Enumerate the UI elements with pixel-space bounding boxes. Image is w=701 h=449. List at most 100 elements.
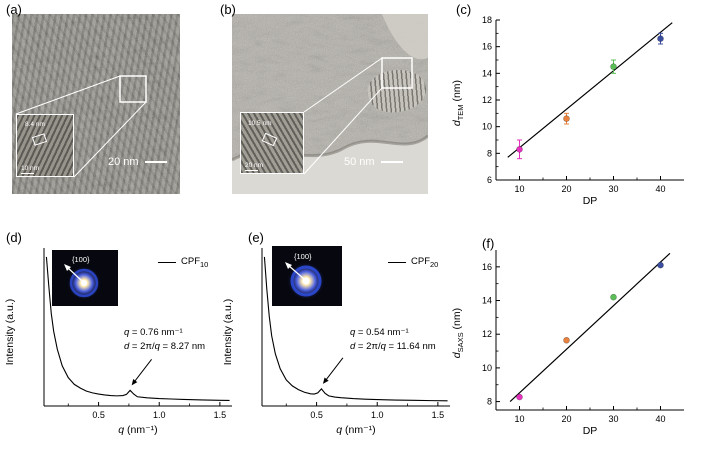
annotation-d: q = 0.76 nm⁻¹ d = 2π/q = 8.27 nm (124, 326, 205, 355)
svg-text:10: 10 (482, 122, 492, 132)
panel-d-ylabel: Intensity (a.u.) (4, 298, 16, 366)
svg-text:1.5: 1.5 (432, 410, 445, 420)
panel-c: (c) dTEM (nm) DP 10 20 30 40 6 8 10 12 14 16 18 (444, 0, 701, 220)
saxs-2d-pattern-d: {100} (52, 250, 118, 306)
inset-a-scalebar-label: 10 nm (21, 164, 40, 172)
svg-text:q (nm⁻¹): q (nm⁻¹) (118, 424, 157, 436)
inset-e-plane-label: {100} (294, 252, 312, 261)
inset-a-measure-label: 8.4 nm (25, 121, 45, 128)
svg-text:{100}: {100} (294, 252, 312, 261)
inset-b-measure-label: 10.5 nm (248, 120, 272, 127)
svg-text:10: 10 (514, 414, 524, 424)
panel-f-label: (f) (482, 236, 495, 251)
panel-e-ylabel: Intensity (a.u.) (222, 298, 234, 366)
scalebar-b-label: 50 nm (344, 156, 375, 168)
svg-text:8: 8 (487, 397, 492, 407)
panel-f-ylabel: dSAXS (nm) (450, 307, 466, 359)
annotation-d-dspacing: d = 2π/q = 8.27 nm (124, 341, 206, 353)
annotation-d-q: q = 0.76 nm⁻¹ (124, 327, 183, 338)
svg-text:16: 16 (482, 42, 492, 52)
svg-text:1.0: 1.0 (371, 410, 384, 420)
panel-d-xlabel-unit: (nm⁻¹) (124, 424, 158, 436)
panel-e-label: (e) (248, 230, 264, 245)
annotation-e-dspacing: d = 2π/q = 11.64 nm (350, 341, 436, 353)
svg-text:14: 14 (482, 296, 492, 306)
chart-f: DP 10 20 30 40 8 10 12 14 16 (482, 250, 684, 437)
panel-c-xlabel: DP (583, 195, 598, 207)
svg-text:30: 30 (608, 184, 618, 194)
panel-e-xlabel-var: q (336, 424, 342, 436)
svg-text:16: 16 (482, 262, 492, 272)
legend-d-line-icon (158, 261, 176, 263)
panel-e: (e) Intensity (a.u.) q (nm⁻¹) 0.5 1.0 1.5 … (218, 228, 458, 449)
roi-overlay-a (15, 75, 147, 178)
svg-text:12: 12 (482, 95, 492, 105)
tem-b-texture (232, 14, 428, 194)
svg-text:0.5: 0.5 (310, 410, 323, 420)
svg-text:18: 18 (482, 15, 492, 25)
panel-b-label: (b) (220, 2, 236, 17)
legend-e-label: CPF20 (411, 256, 439, 269)
scalebar-b-line (380, 160, 403, 164)
chart-c: DP 10 20 30 40 6 8 10 12 14 16 18 (482, 15, 684, 207)
inset-b-scalebar-label: 20 nm (245, 161, 264, 169)
legend-d: CPF10 (158, 256, 208, 269)
svg-text:14: 14 (482, 68, 492, 78)
tem-image-a: 8.4 nm 10 nm 20 nm (12, 14, 180, 194)
panel-f-xlabel: DP (583, 425, 598, 437)
inset-d-plane-label: {100} (72, 255, 90, 264)
svg-text:1.0: 1.0 (153, 410, 166, 420)
inset-a: 8.4 nm 10 nm (16, 114, 74, 177)
inset-a-texture (17, 115, 73, 176)
inset-b: 10.5 nm 20 nm (240, 112, 304, 174)
panel-b: (b) 10.5 nm 20 nm (218, 0, 444, 220)
svg-text:30: 30 (608, 414, 618, 424)
svg-text:1.5: 1.5 (214, 410, 227, 420)
svg-text:40: 40 (655, 414, 665, 424)
inset-d-arrow-icon (64, 264, 83, 282)
svg-text:20: 20 (561, 414, 571, 424)
chart-d: q (nm⁻¹) 0.5 1.0 1.5 (43, 248, 232, 436)
scalebar-a: 20 nm (108, 156, 167, 168)
inset-b-texture (241, 113, 303, 173)
panel-c-ylabel: dTEM (nm) (450, 79, 466, 127)
panel-a: (a) 8.4 nm 10 nm (0, 0, 218, 220)
panel-d-label: (d) (6, 230, 22, 245)
annotation-e-q: q = 0.54 nm⁻¹ (350, 327, 409, 338)
inset-b-scalebar: 20 nm (245, 161, 264, 171)
inset-b-scalebar-line (245, 169, 258, 171)
tem-a-texture (12, 14, 180, 194)
svg-text:10: 10 (482, 363, 492, 373)
inset-a-scalebar: 10 nm (21, 164, 40, 174)
saxs-2d-pattern-e: {100} (272, 246, 342, 306)
svg-text:40: 40 (655, 184, 665, 194)
inset-e-arrow-icon (285, 262, 305, 280)
panel-c-label: (c) (456, 2, 472, 17)
roi-overlay-b (303, 57, 413, 175)
svg-text:20: 20 (561, 184, 571, 194)
scalebar-a-label: 20 nm (108, 156, 139, 168)
panel-d: (d) Intensity (a.u.) q (nm⁻¹) 0.5 1.0 1.5 … (0, 228, 240, 449)
panel-d-xlabel-var: q (118, 424, 124, 436)
svg-text:DP: DP (583, 425, 598, 437)
legend-e-line-icon (388, 261, 406, 263)
svg-text:q (nm⁻¹): q (nm⁻¹) (336, 424, 375, 436)
svg-text:6: 6 (487, 175, 492, 185)
legend-e: CPF20 (388, 256, 438, 269)
annotation-e: q = 0.54 nm⁻¹ d = 2π/q = 11.64 nm (350, 326, 436, 355)
panel-a-label: (a) (6, 2, 22, 17)
chart-e: q (nm⁻¹) 0.5 1.0 1.5 (261, 248, 450, 436)
inset-a-scalebar-line (21, 172, 34, 174)
tem-image-b: 10.5 nm 20 nm 50 nm (232, 14, 428, 194)
svg-text:10: 10 (514, 184, 524, 194)
scalebar-b: 50 nm (344, 156, 403, 168)
svg-text:12: 12 (482, 329, 492, 339)
panel-f: (f) dSAXS (nm) DP 10 20 30 40 8 10 12 14 16 (444, 228, 701, 449)
svg-text:0.5: 0.5 (92, 410, 105, 420)
svg-text:{100}: {100} (72, 255, 90, 264)
panel-e-xlabel-unit: (nm⁻¹) (342, 424, 376, 436)
svg-text:DP: DP (583, 195, 598, 207)
svg-text:8: 8 (487, 148, 492, 158)
scalebar-a-line (144, 160, 167, 164)
